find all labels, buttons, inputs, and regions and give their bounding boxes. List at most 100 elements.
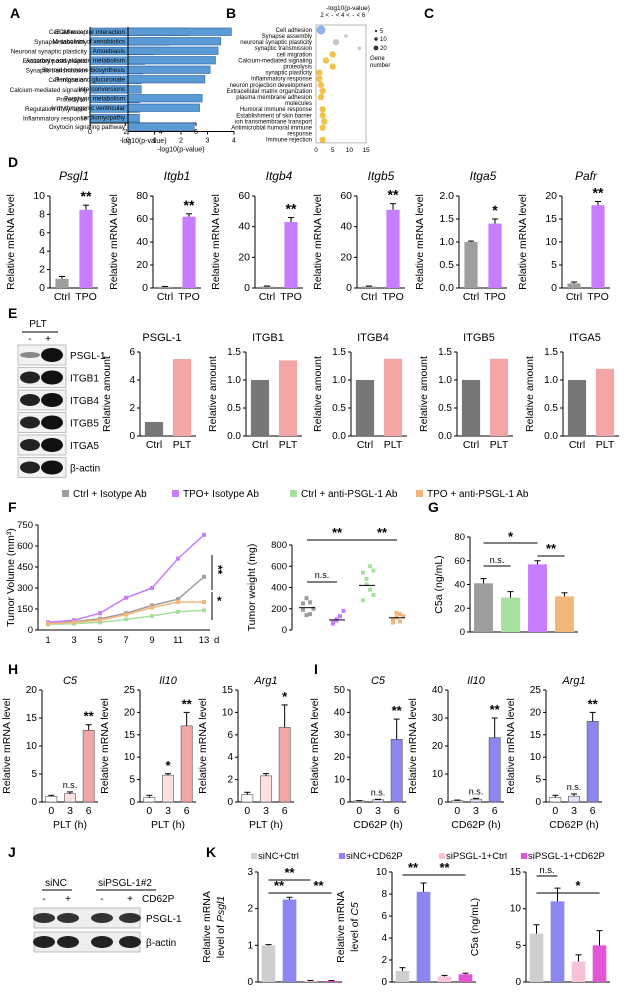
panelI-category: 6 bbox=[394, 805, 400, 817]
panelI-tick-label: 20 bbox=[432, 741, 444, 752]
panelF-weight-point bbox=[341, 608, 346, 613]
panelC-bar bbox=[127, 122, 195, 131]
panelG-tick-label: 60 bbox=[454, 556, 465, 567]
panelD-ylabel: Relative mRNA level bbox=[210, 194, 222, 290]
panelA-tick-label: 4 bbox=[159, 129, 163, 136]
panelH-gene-title: Il10 bbox=[159, 675, 178, 687]
panelC-xlabel: -log10(p-value) bbox=[157, 147, 204, 154]
panelH-xlabel: PLT (h) bbox=[53, 819, 87, 831]
panelF-weight-point bbox=[398, 612, 402, 617]
panelK-bar bbox=[416, 891, 431, 982]
panelI-category: 6 bbox=[590, 805, 596, 817]
panelE-bar bbox=[172, 359, 192, 436]
panelF-tick-label: 600 bbox=[17, 541, 33, 552]
panelK-tick-label: 5 bbox=[515, 940, 521, 951]
panelE-blot-header: PLT bbox=[29, 319, 47, 330]
panelI-tick-label: 40 bbox=[334, 707, 346, 718]
panelK-tick-label: 3 bbox=[247, 867, 253, 878]
panelH-tick-label: 10 bbox=[124, 752, 136, 763]
panel-letter-J: J bbox=[8, 844, 16, 860]
panelE-bar bbox=[595, 368, 615, 436]
panelD-ylabel: Relative mRNA level bbox=[414, 194, 426, 290]
panelE-bar bbox=[567, 380, 587, 436]
panelE-bar bbox=[383, 358, 403, 436]
panelD-tick-label: 6 bbox=[39, 227, 45, 239]
panelB-point bbox=[344, 34, 348, 38]
panelH-category: 6 bbox=[86, 805, 92, 817]
panelJ-sign: - bbox=[42, 894, 45, 905]
panelK-ns: n.s. bbox=[539, 865, 554, 876]
panelH-significance: n.s. bbox=[63, 780, 78, 790]
panelE-tick-label: 4 bbox=[129, 375, 135, 386]
panelB-point bbox=[317, 93, 325, 101]
legendF-label: Ctrl + anti-PSGL-1 Ab bbox=[301, 489, 398, 500]
panelB-category: plasma membrane adhesion bbox=[236, 95, 312, 101]
legendK-swatch bbox=[521, 853, 527, 859]
panel-letter-D: D bbox=[8, 154, 18, 170]
panelI-tick-label: 15 bbox=[530, 730, 542, 741]
panelI-gene-title: C5 bbox=[371, 675, 386, 687]
panelC-tick-label: 4 bbox=[232, 138, 236, 145]
panelE-ylabel: Relative amount bbox=[207, 356, 219, 432]
panelE-tick-label: 1.0 bbox=[438, 375, 452, 386]
panelI-bar bbox=[390, 738, 403, 803]
panelD-category: TPO bbox=[178, 291, 200, 303]
panelD-tick-label: 0.0 bbox=[439, 282, 454, 294]
panelH-category: 0 bbox=[146, 805, 152, 817]
panelK-tick-label: 8 bbox=[381, 889, 387, 900]
panelF-point bbox=[98, 618, 102, 623]
panelH-bar bbox=[64, 793, 76, 803]
panelF-weight-point bbox=[311, 606, 316, 611]
panelK-bar bbox=[571, 961, 586, 982]
legendK-label: siPSGL-1+CD62P bbox=[528, 851, 605, 862]
legendK-label: siPSGL-1+Ctrl bbox=[446, 851, 507, 862]
panelB-category: Extracellular matrix organization bbox=[227, 89, 312, 95]
panelH-tick-label: 15 bbox=[124, 730, 136, 741]
panelC-bar bbox=[127, 94, 203, 103]
panelD-category: Ctrl bbox=[566, 291, 582, 303]
panelB-point bbox=[329, 63, 336, 70]
panelB-category: molecules bbox=[285, 101, 312, 107]
panelD-tick-label: 5 bbox=[551, 259, 557, 271]
panelE-band bbox=[20, 352, 40, 358]
panelH-tick-label: 15 bbox=[26, 713, 38, 724]
panelH-tick-label: 6 bbox=[227, 730, 233, 741]
panelI-bar bbox=[549, 797, 562, 803]
panelB-category: Antimicrobial humoral immune bbox=[231, 125, 312, 131]
legendK-label: siNC+CD62P bbox=[346, 851, 403, 862]
panelH-tick-label: 5 bbox=[31, 769, 37, 780]
panelK-bar bbox=[458, 974, 473, 982]
panelD-category: TPO bbox=[484, 291, 506, 303]
panelK-bar bbox=[550, 901, 565, 982]
panelH-significance: ** bbox=[182, 696, 193, 711]
panelB-scale-label: < bbox=[336, 13, 340, 19]
panelF-weight-point bbox=[368, 587, 372, 592]
panelE-tick-label: 0.5 bbox=[544, 403, 558, 414]
panelB-category: Calcium-mediated signaling bbox=[238, 58, 312, 64]
panelE-ylabel: Relative amount bbox=[418, 356, 430, 432]
panelE-tick-label: 1.0 bbox=[332, 375, 346, 386]
panelG-bar bbox=[474, 583, 493, 632]
panelF-weight-point bbox=[308, 600, 312, 605]
panelD-tick-label: 40 bbox=[340, 221, 352, 233]
panelC-tick-label: 2 bbox=[179, 138, 183, 145]
legendK-swatch bbox=[339, 853, 345, 859]
panelG-tick-label: 40 bbox=[454, 580, 465, 591]
panelE-band bbox=[41, 438, 63, 452]
panelH-tick-label: 5 bbox=[129, 775, 135, 786]
legendK-swatch bbox=[439, 853, 445, 859]
panelF-weight-tick-label: 400 bbox=[271, 583, 287, 594]
panelK-bar bbox=[324, 980, 339, 982]
panelB-tick-label: 15 bbox=[362, 147, 370, 154]
panelE-title: ITGB4 bbox=[357, 332, 389, 344]
panelB-tick-label: 5 bbox=[331, 147, 335, 154]
panelE-band-label: β-actin bbox=[70, 464, 100, 475]
panelD-category: TPO bbox=[75, 291, 97, 303]
panelF-point bbox=[72, 618, 76, 623]
panelH-category: 3 bbox=[263, 805, 269, 817]
panelI-tick-label: 10 bbox=[530, 752, 542, 763]
panelD-category: TPO bbox=[382, 291, 404, 303]
panelC-category: Steroid hormone biosynthesis bbox=[42, 67, 125, 74]
panelH-xlabel: PLT (h) bbox=[249, 819, 283, 831]
panelB-scale-label: < bbox=[357, 13, 361, 19]
